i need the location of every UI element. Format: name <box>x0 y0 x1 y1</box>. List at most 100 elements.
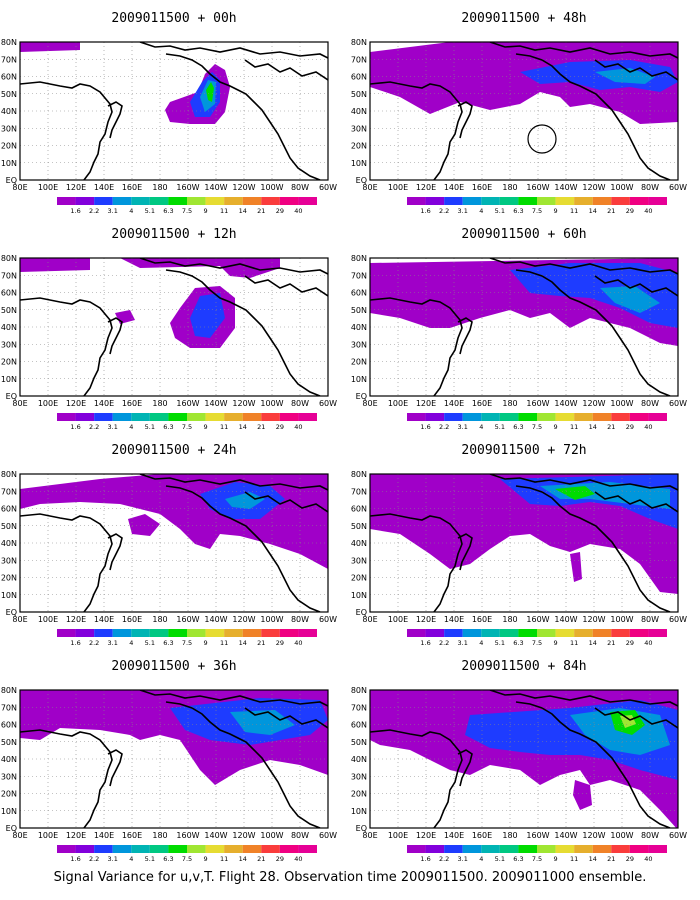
colorbar-swatch <box>444 845 463 853</box>
colorbar-label: 1.6 <box>420 423 430 431</box>
variance-field <box>20 474 328 569</box>
lat-tick-label: 60N <box>1 505 17 514</box>
lat-tick-label: 40N <box>351 107 367 116</box>
colorbar-label: 21 <box>257 855 265 863</box>
colorbar-label: 21 <box>257 207 265 215</box>
map-frame <box>369 473 679 613</box>
colorbar-swatch <box>481 413 500 421</box>
lat-tick-label: 10N <box>351 159 367 168</box>
colorbar-swatch <box>112 197 132 205</box>
lon-tick-label: 100E <box>38 183 58 192</box>
lon-tick-label: 180 <box>152 399 167 408</box>
colorbar: 1.6 2.2 3.1 4 5.1 6.3 7.5 9 11 14 21 29 40 <box>407 629 667 647</box>
colorbar-swatch <box>279 413 299 421</box>
panel-title: 2009011500 + 84h <box>461 659 586 674</box>
colorbar: 1.6 2.2 3.1 4 5.1 6.3 7.5 9 11 14 21 29 40 <box>57 845 317 863</box>
colorbar-swatch <box>518 197 537 205</box>
colorbar-swatch <box>629 845 649 853</box>
colorbar-swatch <box>242 197 262 205</box>
colorbar-label: 9 <box>554 639 558 647</box>
lat-tick-label: 50N <box>1 306 17 315</box>
lat-tick-label: 80N <box>351 470 367 479</box>
colorbar-label: 14 <box>589 207 597 215</box>
colorbar-swatch <box>481 629 500 637</box>
lon-tick-label: 60W <box>669 615 687 624</box>
colorbar-swatch <box>537 629 556 637</box>
lon-tick-label: 100E <box>38 831 58 840</box>
colorbar-swatch <box>592 413 612 421</box>
colorbar-swatch <box>261 413 280 421</box>
map-panel: 2009011500 + 84h 80N 70N 60N 50N 40N 30N 20N 10N… <box>351 659 687 863</box>
colorbar-label: 40 <box>644 639 652 647</box>
colorbar-swatch <box>131 845 150 853</box>
lon-tick-label: 80W <box>291 399 309 408</box>
map-frame <box>19 41 329 181</box>
colorbar-label: 11 <box>220 639 228 647</box>
colorbar-swatch <box>518 413 537 421</box>
lat-tick-label: EQ <box>6 608 17 617</box>
colorbar-swatch <box>224 197 243 205</box>
colorbar-swatch <box>407 845 426 853</box>
colorbar-label: 6.3 <box>513 207 523 215</box>
colorbar-swatch <box>462 629 482 637</box>
colorbar-label: 29 <box>626 207 634 215</box>
colorbar-swatch <box>629 629 649 637</box>
lon-tick-label: 100E <box>38 399 58 408</box>
lat-tick-label: 80N <box>1 254 17 263</box>
colorbar-label: 1.6 <box>70 423 80 431</box>
lon-tick-label: 100W <box>610 399 633 408</box>
colorbar-label: 11 <box>570 207 578 215</box>
colorbar-label: 2.2 <box>89 423 99 431</box>
lon-tick-label: 80W <box>641 399 659 408</box>
colorbar-label: 11 <box>220 855 228 863</box>
colorbar-swatch <box>94 845 113 853</box>
graticule <box>370 474 678 612</box>
colorbar-label: 4 <box>129 207 133 215</box>
lat-tick-label: 20N <box>1 790 17 799</box>
lat-tick-label: 20N <box>1 142 17 151</box>
lat-tick-label: 10N <box>351 375 367 384</box>
colorbar-swatch <box>168 197 187 205</box>
colorbar-swatch <box>462 845 482 853</box>
colorbar-label: 7.5 <box>532 639 542 647</box>
colorbar-label: 7.5 <box>182 855 192 863</box>
colorbar-swatch <box>555 629 575 637</box>
lat-tick-label: 80N <box>351 686 367 695</box>
colorbar-label: 4 <box>129 639 133 647</box>
colorbar-swatch <box>444 413 463 421</box>
lon-tick-label: 160E <box>472 183 492 192</box>
lon-tick-label: 140W <box>554 615 577 624</box>
colorbar-label: 3.1 <box>458 207 468 215</box>
lat-tick-label: 30N <box>1 772 17 781</box>
lat-tick-label: 20N <box>351 790 367 799</box>
lat-tick-label: 70N <box>351 271 367 280</box>
lon-tick-label: 120W <box>232 399 255 408</box>
colorbar-label: 7.5 <box>532 207 542 215</box>
colorbar-swatch <box>574 413 593 421</box>
lat-tick-label: 60N <box>351 721 367 730</box>
colorbar-label: 7.5 <box>182 639 192 647</box>
lon-tick-label: 60W <box>319 399 337 408</box>
lat-tick-label: 20N <box>1 358 17 367</box>
lat-tick-label: 70N <box>1 55 17 64</box>
lat-tick-label: 50N <box>1 738 17 747</box>
colorbar-swatch <box>57 845 76 853</box>
colorbar-label: 3.1 <box>108 855 118 863</box>
colorbar-label: 40 <box>294 855 302 863</box>
coastlines <box>370 258 678 396</box>
colorbar-label: 1.6 <box>420 639 430 647</box>
circle-marker <box>527 124 557 154</box>
lat-tick-label: 40N <box>351 539 367 548</box>
colorbar-swatch <box>205 197 225 205</box>
colorbar-label: 14 <box>589 423 597 431</box>
colorbar-swatch <box>187 845 206 853</box>
colorbar-swatch <box>57 629 76 637</box>
colorbar-label: 29 <box>276 423 284 431</box>
colorbar-swatch <box>112 413 132 421</box>
colorbar-swatch <box>648 197 667 205</box>
colorbar-label: 7.5 <box>532 855 542 863</box>
colorbar-swatch <box>537 197 556 205</box>
colorbar: 1.6 2.2 3.1 4 5.1 6.3 7.5 9 11 14 21 29 40 <box>57 629 317 647</box>
colorbar-label: 9 <box>204 207 208 215</box>
